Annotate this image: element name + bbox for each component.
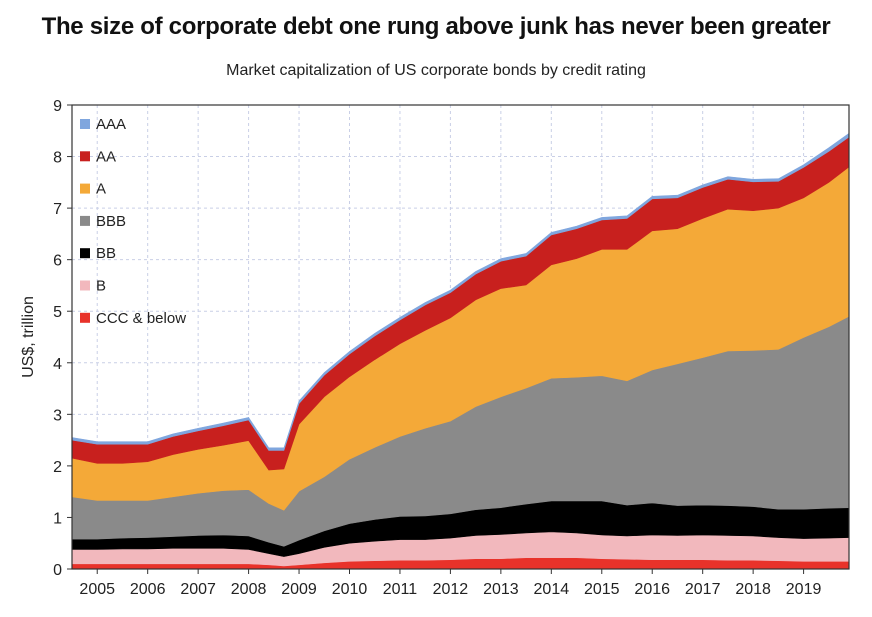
- x-tick-label: 2012: [433, 581, 469, 598]
- legend-swatch: [80, 215, 90, 226]
- chart-title: The size of corporate debt one rung abov…: [41, 13, 831, 40]
- legend-swatch: [80, 119, 90, 129]
- x-tick-label: 2008: [231, 581, 267, 598]
- x-tick-label: 2010: [332, 581, 368, 598]
- legend-swatch: [80, 248, 90, 259]
- y-tick-label: 7: [53, 201, 62, 218]
- x-tick-label: 2013: [483, 581, 519, 598]
- y-axis: 0 1 2 3 4 5 6 7 8 9: [53, 98, 72, 579]
- legend-swatch: [80, 312, 90, 323]
- x-tick-label: 2015: [584, 581, 620, 598]
- x-tick-label: 2011: [383, 581, 418, 598]
- legend-label: BB: [96, 245, 116, 262]
- legend-label: AA: [96, 148, 116, 165]
- legend-label: BBB: [96, 213, 126, 230]
- x-tick-label: 2006: [130, 581, 166, 598]
- legend-label: CCC & below: [96, 310, 186, 327]
- x-tick-label: 2016: [634, 581, 670, 598]
- plot-frame: [71, 104, 850, 570]
- y-tick-label: 5: [53, 304, 62, 321]
- x-tick-label: 2009: [281, 581, 317, 598]
- legend-swatch: [80, 280, 90, 291]
- x-tick-label: 2005: [79, 581, 115, 598]
- y-tick-label: 0: [53, 562, 62, 579]
- legend-swatch: [80, 151, 90, 162]
- y-tick-label: 2: [53, 459, 62, 476]
- legend-label: B: [96, 278, 106, 295]
- stacked-areas: [71, 132, 850, 570]
- x-tick-label: 2017: [685, 581, 721, 598]
- y-tick-label: 8: [53, 150, 62, 167]
- y-tick-label: 3: [53, 407, 62, 424]
- legend-swatch: [80, 183, 90, 194]
- x-tick-label: 2019: [786, 581, 822, 598]
- y-tick-label: 1: [53, 510, 62, 527]
- y-tick-label: 9: [53, 98, 62, 115]
- legend-label: A: [96, 181, 106, 198]
- x-tick-label: 2007: [180, 581, 216, 598]
- chart-subtitle: Market capitalization of US corporate bo…: [226, 62, 646, 79]
- legend-label: AAA: [96, 116, 126, 133]
- x-tick-label: 2014: [534, 581, 570, 598]
- y-tick-label: 4: [53, 356, 62, 373]
- x-tick-label: 2018: [735, 581, 771, 598]
- x-axis: 2005 2006 2007 2008 2009 2010 2011 2012 2013 2014…: [79, 569, 821, 598]
- y-tick-label: 6: [53, 253, 62, 270]
- y-axis-label: US$, trillion: [20, 296, 37, 378]
